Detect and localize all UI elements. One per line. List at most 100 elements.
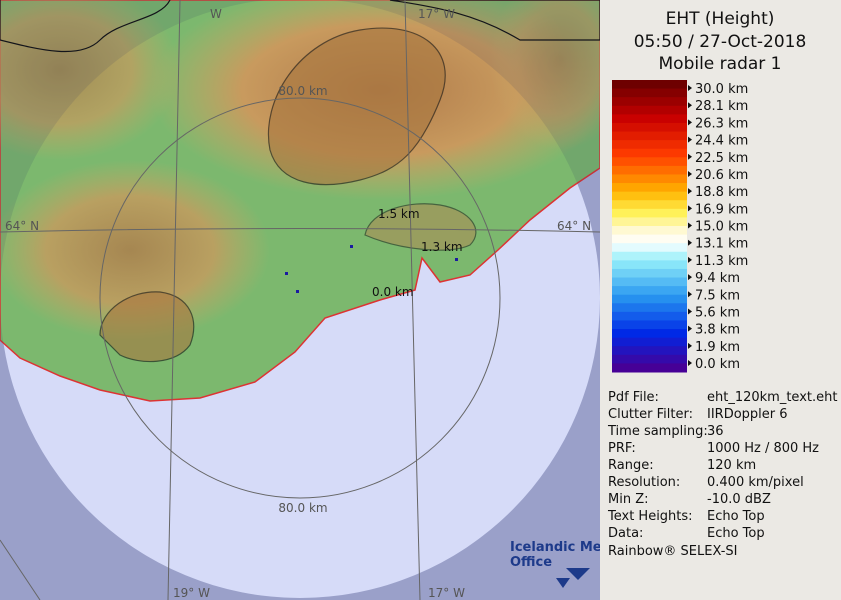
info: Pdf File: eht_120km_text.eht Clutter Filte… [607, 390, 837, 541]
colorbar-step [612, 337, 687, 347]
colorbar-step [612, 286, 687, 296]
legend-label: 1.9 km [695, 340, 740, 355]
ring-label: 80.0 km [278, 84, 327, 98]
info-value: Echo Top [707, 509, 765, 524]
logo-text: Icelandic Met [510, 540, 600, 555]
info-value: -10.0 dBZ [707, 492, 771, 507]
colorbar-step [612, 80, 687, 90]
colorbar-step [612, 268, 687, 279]
info-key: Data: [608, 526, 643, 541]
lon-label: 17° W [418, 7, 455, 21]
info-key: Min Z: [608, 492, 649, 507]
colorbar-step [612, 226, 687, 236]
info-key: Range: [608, 458, 654, 473]
radar-name: Mobile radar 1 [659, 54, 782, 74]
ring-label: 80.0 km [278, 501, 327, 515]
side-panel: EHT (Height) 05:50 / 27-Oct-2018 Mobile … [607, 9, 837, 559]
colorbar-step [612, 174, 687, 184]
legend-tick [688, 274, 692, 281]
time: 05:50 / 27-Oct-2018 [634, 32, 807, 52]
colorbar-step [612, 165, 687, 175]
legend-tick [688, 360, 692, 366]
colorbar-step [612, 105, 687, 115]
info-key: Time sampling: [607, 424, 708, 439]
legend-label: 22.5 km [695, 151, 748, 166]
colorbar-step [612, 208, 687, 218]
legend-tick [688, 342, 692, 349]
echoes [285, 245, 458, 293]
info-key: Clutter Filter: [608, 407, 693, 422]
legend-label: 24.4 km [695, 134, 748, 149]
colorbar-step [612, 97, 687, 107]
legend-tick [688, 256, 692, 263]
legend-label: 20.6 km [695, 168, 748, 183]
echo-label: 0.0 km [372, 285, 414, 299]
legend-tick [688, 308, 692, 315]
colorbar-step [612, 303, 687, 313]
info-key: PRF: [608, 441, 636, 456]
legend-label: 16.9 km [695, 202, 748, 217]
info-value: IIRDoppler 6 [707, 407, 788, 422]
lon-label: W [210, 7, 222, 21]
logo-text: Office [510, 555, 552, 570]
lon-label: 17° W [428, 586, 465, 600]
info-value: eht_120km_text.eht [707, 390, 837, 405]
legend-label: 11.3 km [695, 254, 748, 269]
title: EHT (Height) [666, 9, 775, 29]
colorbar-step [612, 346, 687, 356]
lon-label: 19° W [173, 586, 210, 600]
colorbar-step [612, 148, 687, 158]
logo-mark [556, 568, 590, 588]
legend-tick [688, 119, 692, 126]
lat-label: 64° N [557, 219, 591, 233]
legend-tick [688, 239, 692, 246]
legend-tick [688, 136, 692, 143]
colorbar-step [612, 251, 687, 261]
legend-tick [688, 325, 692, 332]
info-key: Pdf File: [608, 390, 659, 405]
legend-label: 0.0 km [695, 357, 740, 372]
legend-tick [688, 170, 692, 177]
lat-label: 64° N [5, 219, 39, 233]
legend-label: 3.8 km [695, 323, 740, 338]
colorbar-step [612, 88, 687, 98]
info-value: 120 km [707, 458, 756, 473]
colorbar-step [612, 157, 687, 167]
legend-label: 9.4 km [695, 271, 740, 286]
legend-tick [688, 85, 692, 91]
colorbar-step [612, 122, 687, 133]
info-key: Text Heights: [607, 509, 693, 524]
legend: 30.0 km 28.1 km 26.3 km 24.4 km 22.5 km 20.6 … [688, 82, 748, 372]
info-value: 1000 Hz / 800 Hz [707, 441, 819, 456]
colorbar-step [612, 217, 687, 227]
legend-tick [688, 291, 692, 298]
echo-label: 1.3 km [421, 240, 463, 254]
colorbar-step [612, 294, 687, 304]
colorbar-step [612, 234, 687, 244]
colorbar-step [612, 191, 687, 201]
info-key: Resolution: [608, 475, 680, 490]
legend-label: 13.1 km [695, 237, 748, 252]
legend-tick [688, 102, 692, 109]
graticule [0, 0, 600, 600]
legend-tick [688, 188, 692, 195]
legend-label: 18.8 km [695, 185, 748, 200]
legend-label: 7.5 km [695, 288, 740, 303]
colorbar [612, 80, 687, 373]
colorbar-step [612, 320, 687, 330]
legend-label: 28.1 km [695, 99, 748, 114]
legend-label: 26.3 km [695, 116, 748, 131]
footer: Rainbow® SELEX-SI [608, 544, 738, 559]
echo-label: 1.5 km [378, 207, 420, 221]
legend-label: 5.6 km [695, 305, 740, 320]
legend-tick [688, 153, 692, 160]
colorbar-step [612, 363, 687, 373]
colorbar-step [612, 329, 687, 339]
legend-label: 30.0 km [695, 82, 748, 97]
colorbar-step [612, 260, 687, 270]
colorbar-step [612, 140, 687, 150]
legend-tick [688, 205, 692, 212]
colorbar-step [612, 354, 687, 364]
colorbar-step [612, 311, 687, 321]
